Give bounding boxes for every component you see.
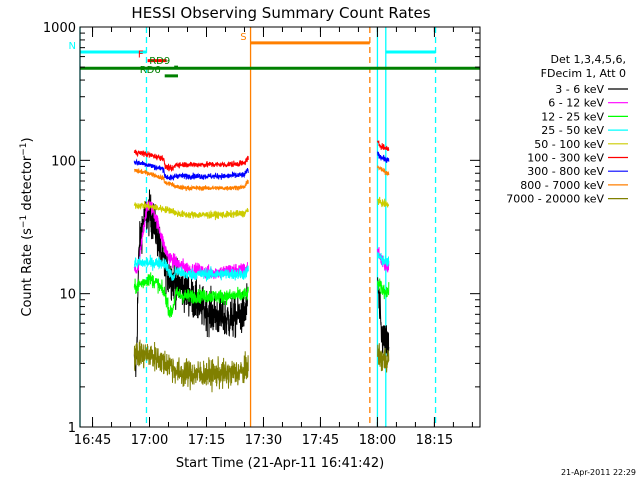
series-line-5 <box>133 196 390 221</box>
x-tick-label-7: 18:15 <box>416 433 453 448</box>
legend-label-7: 300 - 800 keV <box>527 165 604 178</box>
y-tick-label-1: 1 <box>68 421 76 436</box>
series-line-1 <box>133 189 390 378</box>
legend-label-2: 6 - 12 keV <box>548 97 604 110</box>
series-line-6 <box>133 140 390 172</box>
flag-label-3: F <box>138 50 144 61</box>
flag-label-1: N <box>69 41 76 52</box>
y-axis-label: Count Rate (s−1 detector−1) <box>19 137 35 316</box>
plot-frame <box>79 26 481 428</box>
series-line-7 <box>133 151 390 181</box>
legend-label-8: 800 - 7000 keV <box>520 179 604 192</box>
chart-title: HESSI Observing Summary Count Rates <box>131 4 430 22</box>
series-line-4 <box>134 252 390 282</box>
axes: 16:45 17:00 17:15 17:30 17:45 18:00 18:15 1 10 10… <box>43 21 480 448</box>
y-tick-label-3: 100 <box>51 154 76 169</box>
series-line-9 <box>133 339 390 393</box>
legend-label-9: 7000 - 20000 keV <box>506 193 604 206</box>
x-tick-label-3: 17:15 <box>188 433 225 448</box>
x-tick-label-5: 17:45 <box>302 433 339 448</box>
legend: Det 1,3,4,5,6,FDecim 1, Att 0 3 - 6 keV6 … <box>506 53 628 206</box>
x-axis-label: Start Time (21-Apr-11 16:41:42) <box>176 456 384 471</box>
footer-timestamp: 21-Apr-2011 22:29 <box>561 468 636 477</box>
series-line-3 <box>133 272 390 318</box>
legend-label-4: 25 - 50 keV <box>541 124 604 137</box>
flag-label-2: S <box>240 32 246 43</box>
legend-label-1: 3 - 6 keV <box>555 83 604 96</box>
x-tick-label-1: 16:45 <box>74 433 111 448</box>
legend-header-1: Det 1,3,4,5,6, <box>550 53 626 66</box>
legend-label-5: 50 - 100 keV <box>534 138 604 151</box>
legend-label-3: 12 - 25 keV <box>541 110 604 123</box>
flag-label-5: RD6 <box>140 65 161 76</box>
x-tick-label-4: 17:30 <box>245 433 282 448</box>
flag-label-4: RD9 <box>149 56 170 67</box>
x-tick-label-6: 18:00 <box>359 433 396 448</box>
y-tick-label-2: 10 <box>59 288 76 303</box>
y-tick-label-4: 1000 <box>43 21 76 36</box>
series-line-8 <box>133 164 390 192</box>
x-tick-label-2: 17:00 <box>131 433 168 448</box>
legend-header-2: FDecim 1, Att 0 <box>541 67 626 80</box>
legend-label-6: 100 - 300 keV <box>527 152 604 165</box>
